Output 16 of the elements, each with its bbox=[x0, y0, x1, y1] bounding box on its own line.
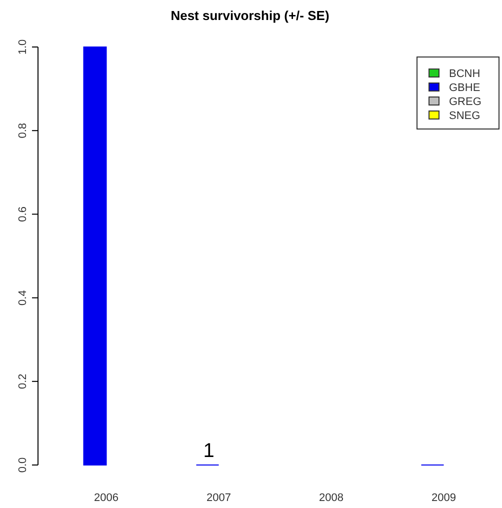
y-tick-label: 0.2 bbox=[17, 374, 29, 390]
y-tick-label: 0.0 bbox=[17, 457, 29, 473]
legend-label: GREG bbox=[449, 96, 482, 108]
x-tick-label: 2008 bbox=[319, 492, 344, 504]
x-tick-label: 2007 bbox=[206, 492, 231, 504]
x-tick-label: 2009 bbox=[432, 492, 456, 504]
chart-title: Nest survivorship (+/- SE) bbox=[170, 8, 330, 23]
legend-label: GBHE bbox=[449, 82, 480, 94]
annotation: 1 bbox=[203, 440, 214, 462]
y-tick-label: 1.0 bbox=[17, 39, 29, 55]
y-tick-label: 0.6 bbox=[17, 206, 29, 222]
y-tick-label: 0.4 bbox=[17, 290, 29, 306]
legend-label: SNEG bbox=[449, 110, 480, 122]
x-tick-label: 2006 bbox=[94, 492, 118, 504]
legend-label: BCNH bbox=[449, 68, 480, 80]
y-tick-label: 0.8 bbox=[17, 122, 29, 138]
